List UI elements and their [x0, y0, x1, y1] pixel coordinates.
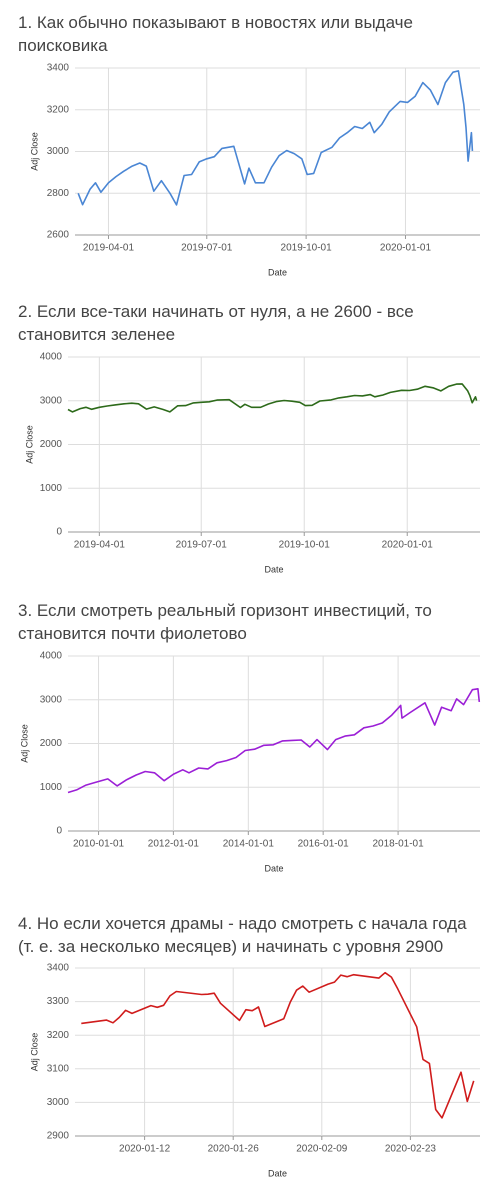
- y-tick-label: 3200: [47, 1030, 70, 1041]
- x-tick-label: 2012-01-01: [148, 839, 200, 850]
- y-tick-label: 3000: [40, 694, 63, 705]
- y-tick-label: 0: [56, 826, 62, 837]
- y-tick-label: 4000: [40, 352, 63, 363]
- x-tick-label: 2019-04-01: [74, 540, 126, 551]
- y-tick-label: 4000: [40, 651, 63, 662]
- x-tick-label: 2019-04-01: [83, 243, 135, 254]
- y-tick-label: 2000: [40, 738, 63, 749]
- x-tick-label: 2016-01-01: [298, 839, 350, 850]
- y-axis-label: Adj Close: [19, 724, 29, 763]
- y-tick-label: 3100: [47, 1063, 70, 1074]
- data-line: [67, 688, 481, 794]
- data-line: [81, 971, 475, 1119]
- y-tick-label: 1000: [40, 483, 63, 494]
- x-axis-label: Date: [264, 863, 283, 873]
- y-tick-label: 2800: [47, 188, 70, 199]
- x-tick-label: 2020-01-01: [380, 243, 432, 254]
- x-tick-label: 2020-02-09: [296, 1144, 348, 1155]
- x-tick-label: 2019-07-01: [176, 540, 228, 551]
- data-line: [77, 70, 474, 206]
- x-tick-label: 2020-02-23: [385, 1144, 437, 1155]
- x-tick-label: 2019-10-01: [281, 243, 333, 254]
- y-tick-label: 3200: [47, 104, 70, 115]
- x-tick-label: 2019-10-01: [279, 540, 331, 551]
- y-tick-label: 2000: [40, 439, 63, 450]
- x-tick-label: 2020-01-26: [208, 1144, 260, 1155]
- x-axis-label: Date: [268, 1168, 287, 1178]
- data-line: [67, 383, 478, 413]
- y-tick-label: 1000: [40, 782, 63, 793]
- x-tick-label: 2020-01-12: [119, 1144, 171, 1155]
- chart-title: 2. Если все-таки начинать от нуля, а не …: [18, 302, 414, 344]
- y-tick-label: 2600: [47, 230, 70, 241]
- x-tick-label: 2018-01-01: [373, 839, 425, 850]
- x-tick-label: 2019-07-01: [181, 243, 233, 254]
- chart-title: 1. Как обычно показывают в новостях или …: [18, 13, 413, 55]
- x-axis-label: Date: [264, 564, 283, 574]
- y-axis-label: Adj Close: [29, 1033, 39, 1072]
- y-tick-label: 0: [56, 527, 62, 538]
- y-axis-label: Adj Close: [29, 132, 39, 171]
- x-axis-label: Date: [268, 267, 287, 277]
- y-tick-label: 3400: [47, 963, 70, 974]
- y-tick-label: 3400: [47, 63, 70, 74]
- y-tick-label: 3000: [47, 146, 70, 157]
- x-tick-label: 2014-01-01: [223, 839, 275, 850]
- chart-title: 3. Если смотреть реальный горизонт инвес…: [18, 601, 432, 643]
- y-tick-label: 3000: [40, 395, 63, 406]
- x-tick-label: 2010-01-01: [73, 839, 125, 850]
- y-axis-label: Adj Close: [24, 425, 34, 464]
- chart-title: 4. Но если хочется драмы - надо смотреть…: [18, 914, 467, 956]
- x-tick-label: 2020-01-01: [382, 540, 434, 551]
- y-tick-label: 2900: [47, 1131, 70, 1142]
- y-tick-label: 3300: [47, 996, 70, 1007]
- y-tick-label: 3000: [47, 1097, 70, 1108]
